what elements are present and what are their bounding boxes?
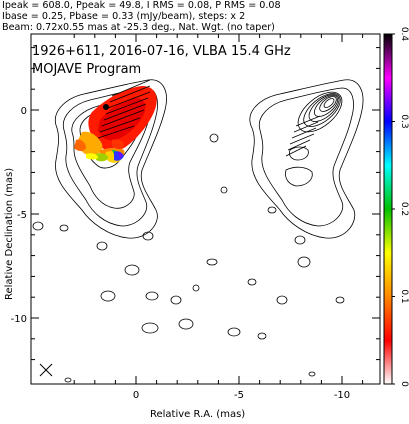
colorbar-tick-label: 0: [399, 381, 409, 387]
noise-contour: [192, 284, 200, 292]
noise-contour: [145, 291, 159, 301]
noise-contour: [178, 318, 194, 330]
header-line-1: Ipeak = 608.0, Ppeak = 49.8, I RMS = 0.0…: [2, 0, 281, 11]
x-tick-label: 0: [133, 390, 139, 401]
y-tick-label: 0: [21, 106, 27, 117]
colorbar-gradient: [383, 33, 393, 385]
x-tick-label: -5: [234, 390, 244, 401]
y-tick-label: -10: [11, 314, 27, 325]
header: Ipeak = 608.0, Ppeak = 49.8, I RMS = 0.0…: [2, 0, 407, 33]
noise-contours: [32, 133, 345, 383]
noise-contour: [335, 296, 345, 304]
noise-contour: [100, 290, 116, 302]
noise-contour: [64, 377, 72, 383]
noise-contour: [308, 371, 316, 377]
y-axis-label: Relative Declination (mas): [4, 167, 15, 300]
noise-contour: [294, 235, 306, 245]
y-tick-label: -5: [17, 210, 27, 221]
noise-contour: [227, 327, 241, 337]
axis-ticks: 0 -5 -10 0 -5 -10: [11, 34, 380, 401]
colorbar-tick-label: 0.3: [399, 114, 409, 128]
noise-contour: [170, 295, 182, 305]
evpa-ticks-right: [285, 115, 321, 157]
plot-frame: [30, 33, 381, 385]
noise-contour: [59, 224, 69, 232]
plot-title-line-2: MOJAVE Program: [32, 62, 142, 77]
colorbar-tick-label: 0.4: [399, 27, 409, 42]
colorbar-tick-label: 0.2: [399, 202, 409, 216]
noise-contour: [220, 186, 228, 194]
noise-contour: [267, 206, 277, 214]
beam-marker: [39, 363, 53, 377]
noise-contour: [257, 332, 267, 340]
noise-contour: [96, 241, 108, 251]
plot-title-line-1: 1926+611, 2016-07-16, VLBA 15.4 GHz: [32, 44, 291, 59]
noise-contour: [141, 322, 159, 334]
right-contours: [249, 79, 364, 239]
header-line-3: Beam: 0.72x0.55 mas at -25.3 deg., Nat. …: [2, 22, 275, 33]
header-line-2: Ibase = 0.25, Pbase = 0.33 (mJy/beam), s…: [2, 11, 246, 22]
evpa-ticks-left: [97, 79, 151, 139]
noise-contour: [247, 278, 257, 286]
noise-contour: [206, 258, 218, 266]
noise-contour: [276, 295, 288, 305]
x-tick-label: -10: [334, 390, 350, 401]
noise-contour: [142, 231, 154, 241]
noise-contour: [297, 256, 311, 268]
noise-contour: [32, 221, 44, 231]
colorbar: 0 0.1 0.2 0.3 0.4: [383, 27, 409, 387]
colorbar-tick-label: 0.1: [399, 289, 409, 303]
noise-contour: [209, 133, 219, 143]
x-axis-label: Relative R.A. (mas): [150, 409, 246, 420]
noise-contour: [124, 264, 140, 276]
